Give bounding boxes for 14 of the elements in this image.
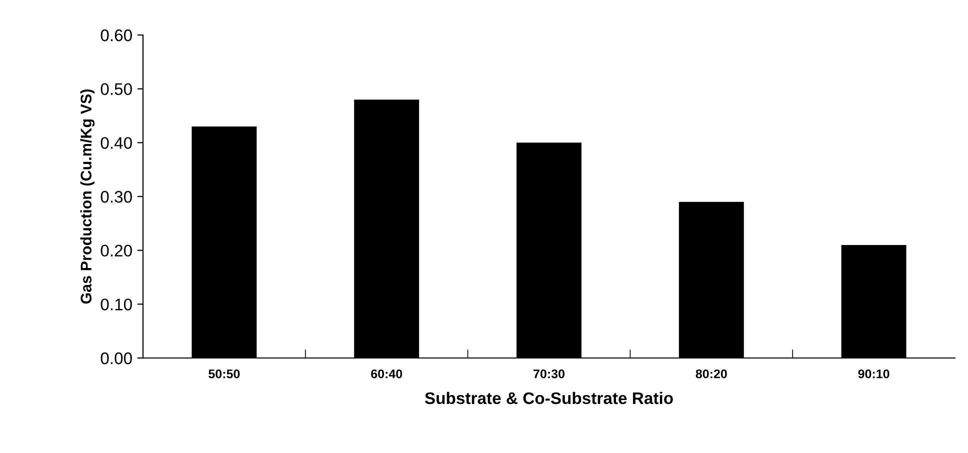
y-axis-title: Gas Production (Cu.m/Kg VS)	[80, 89, 95, 304]
x-tick-label: 70:30	[534, 369, 564, 378]
y-tick-label: 0.20	[100, 244, 132, 257]
y-tick-label: 0.00	[100, 352, 132, 364]
x-axis-title: Substrate & Co-Substrate Ratio	[424, 392, 673, 404]
y-tick-label: 0.10	[100, 298, 132, 310]
x-tick-label: 60:40	[371, 369, 402, 378]
y-tick-label: 0.30	[100, 190, 132, 203]
x-tick-label: 50:50	[208, 369, 240, 378]
y-tick-label: 0.60	[100, 29, 132, 42]
x-tick-label: 90:10	[858, 369, 890, 378]
x-tick-label: 80:20	[696, 369, 727, 378]
y-tick-label: 0.50	[100, 83, 132, 96]
y-tick-label: 0.40	[100, 137, 132, 149]
